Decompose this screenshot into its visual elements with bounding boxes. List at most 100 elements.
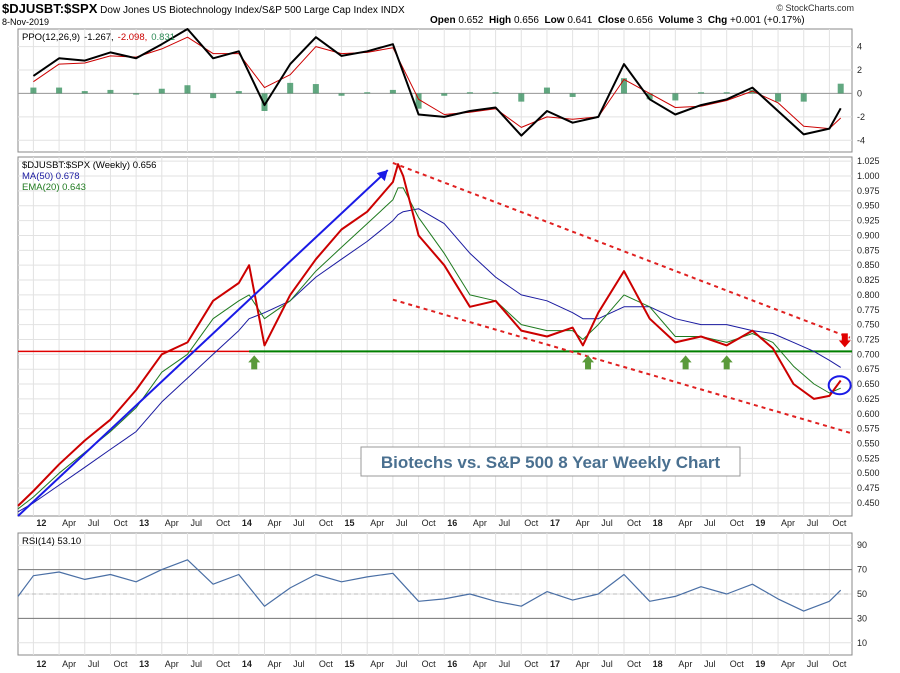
x-tick-label: Oct (730, 518, 745, 528)
ppo-histogram-bar (107, 89, 114, 94)
x-tick-label: Apr (62, 659, 76, 669)
price-y-tick-label: 0.575 (857, 424, 880, 434)
price-y-tick-label: 0.775 (857, 305, 880, 315)
price-y-tick-label: 0.600 (857, 409, 880, 419)
x-tick-label: 12 (36, 659, 46, 669)
rsi-legend-entry: RSI(14) 53.10 (22, 536, 81, 547)
rsi-line (17, 559, 842, 612)
price-y-tick-label: 0.450 (857, 498, 880, 508)
ppo-histogram-bar (518, 93, 525, 102)
exchange: INDX (380, 5, 405, 16)
price-line (17, 163, 842, 507)
ppo-histogram-bar (415, 93, 422, 109)
ppo-histogram-bar (133, 93, 140, 95)
x-tick-label: Oct (422, 659, 437, 669)
ppo-histogram-bar (235, 91, 242, 94)
support-arrow-icon (582, 355, 595, 370)
price-y-tick-label: 0.950 (857, 201, 880, 211)
chart-title: $DJUSBT:$SPX Dow Jones US Biotechnology … (2, 1, 405, 16)
ppo-histogram-bar (210, 93, 217, 99)
ppo-legend-entry: -2.098, (118, 32, 148, 43)
ppo-histogram-bar (543, 87, 550, 94)
support-arrow-icon (720, 355, 733, 370)
x-tick-label: Apr (576, 518, 590, 528)
ppo-histogram-bar (287, 82, 294, 94)
x-tick-label: Jul (88, 659, 100, 669)
x-tick-label: Oct (319, 518, 334, 528)
price-y-tick-label: 0.525 (857, 453, 880, 463)
ema20-line (17, 187, 841, 510)
x-tick-label: Apr (165, 659, 179, 669)
ma50-line (17, 208, 841, 513)
support-arrow-icon (248, 355, 261, 370)
uptrend-line (17, 169, 389, 517)
x-tick-label: Apr (165, 518, 179, 528)
x-tick-label: Jul (601, 518, 613, 528)
annotation-text: Biotechs vs. S&P 500 8 Year Weekly Chart (381, 453, 721, 472)
x-tick-label: 18 (653, 518, 663, 528)
ppo-legend-entry: -1.267, (84, 32, 114, 43)
symbol: $DJUSBT:$SPX (2, 1, 98, 16)
x-tick-label: Oct (832, 659, 847, 669)
price-y-tick-label: 1.025 (857, 156, 880, 166)
price-y-tick-label: 0.750 (857, 320, 880, 330)
x-tick-label: Jul (190, 518, 202, 528)
channel-upper-line (392, 162, 851, 339)
price-y-tick-label: 0.675 (857, 364, 880, 374)
x-tick-label: Apr (62, 518, 76, 528)
ppo-legend-entry: 0.831 (151, 32, 175, 43)
x-tick-label: Jul (704, 659, 716, 669)
x-tick-label: Apr (781, 659, 795, 669)
ppo-histogram-bar (723, 92, 730, 94)
ppo-histogram-bar (312, 84, 319, 94)
ppo-histogram-bar (261, 93, 268, 111)
x-tick-label: Jul (499, 518, 511, 528)
highlight-circle (827, 375, 852, 396)
price-legend-entry: MA(50) 0.678 (22, 171, 80, 182)
x-tick-label: Apr (370, 659, 384, 669)
price-y-tick-label: 0.925 (857, 216, 880, 226)
x-tick-label: 17 (550, 659, 560, 669)
x-tick-label: Jul (601, 659, 613, 669)
ppo-histogram-bar (620, 78, 627, 94)
ppo-panel-frame (17, 28, 853, 153)
price-legend-entry: $DJUSBT:$SPX (Weekly) 0.656 (22, 160, 156, 171)
x-tick-label: Oct (319, 659, 334, 669)
price-y-tick-label: 0.475 (857, 483, 880, 493)
ppo-histogram-bar (30, 87, 37, 94)
ppo-histogram-bar (184, 85, 191, 94)
ppo-signal-line (33, 36, 842, 130)
ppo-histogram-bar (389, 89, 396, 94)
price-y-tick-label: 1.000 (857, 171, 880, 181)
ppo-y-tick-label: -4 (857, 135, 865, 145)
x-tick-label: Oct (216, 518, 231, 528)
x-tick-label: 12 (36, 518, 46, 528)
ppo-histogram-bar (837, 83, 844, 94)
chart-date: 8-Nov-2019 (2, 17, 50, 27)
x-tick-label: Apr (370, 518, 384, 528)
x-tick-label: Apr (473, 659, 487, 669)
x-tick-label: Apr (576, 659, 590, 669)
ppo-histogram-bar (646, 93, 653, 100)
x-tick-label: 17 (550, 518, 560, 528)
price-y-tick-label: 0.875 (857, 245, 880, 255)
x-tick-label: Jul (807, 518, 819, 528)
x-tick-label: 15 (345, 659, 355, 669)
x-tick-label: Oct (113, 518, 128, 528)
x-tick-label: Oct (730, 659, 745, 669)
price-y-tick-label: 0.625 (857, 394, 880, 404)
x-tick-label: 16 (447, 659, 457, 669)
ppo-histogram-bar (775, 93, 782, 102)
x-tick-label: Jul (88, 518, 100, 528)
ppo-histogram-bar (569, 93, 576, 97)
rsi-y-tick-label: 10 (857, 638, 867, 648)
ppo-histogram-bar (698, 92, 705, 94)
price-y-tick-label: 0.850 (857, 260, 880, 270)
x-tick-label: 19 (755, 518, 765, 528)
price-y-tick-label: 0.975 (857, 186, 880, 196)
x-tick-label: Apr (678, 518, 692, 528)
description: Dow Jones US Biotechnology Index/S&P 500… (100, 5, 378, 16)
ppo-histogram-bar (466, 92, 473, 94)
price-y-tick-label: 0.500 (857, 468, 880, 478)
rsi-y-tick-label: 50 (857, 589, 867, 599)
